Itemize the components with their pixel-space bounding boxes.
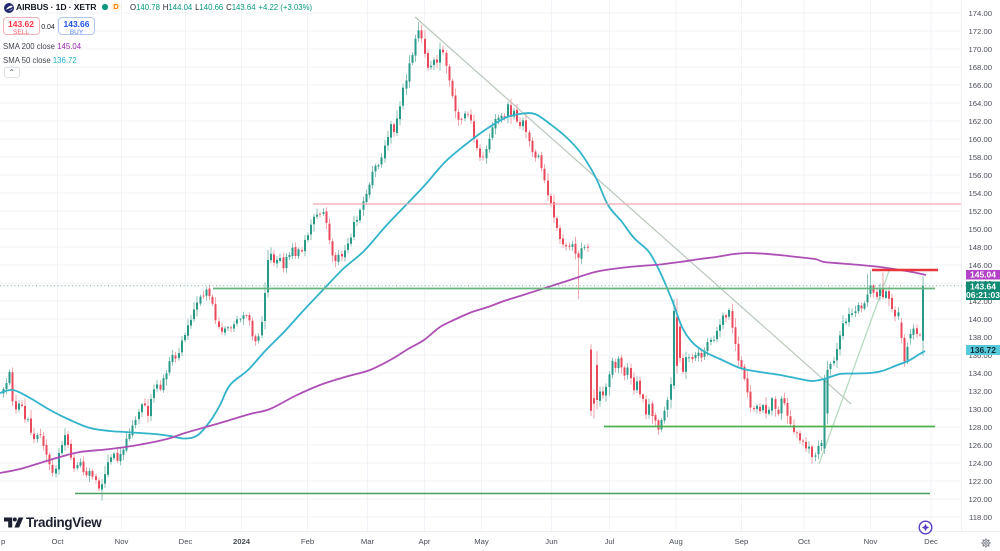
svg-text:146.00: 146.00 bbox=[968, 261, 992, 270]
svg-text:Feb: Feb bbox=[301, 537, 314, 546]
svg-text:168.00: 168.00 bbox=[968, 63, 992, 72]
svg-text:Apr: Apr bbox=[419, 537, 431, 546]
svg-text:Dec: Dec bbox=[924, 537, 938, 546]
svg-text:Aug: Aug bbox=[669, 537, 683, 546]
svg-text:174.00: 174.00 bbox=[968, 9, 992, 18]
svg-text:154.00: 154.00 bbox=[968, 189, 992, 198]
svg-text:138.00: 138.00 bbox=[968, 333, 992, 342]
svg-text:136.72: 136.72 bbox=[970, 345, 996, 355]
svg-text:145.04: 145.04 bbox=[970, 270, 996, 280]
svg-text:170.00: 170.00 bbox=[968, 45, 992, 54]
svg-text:132.00: 132.00 bbox=[968, 387, 992, 396]
svg-text:140.00: 140.00 bbox=[968, 315, 992, 324]
svg-text:2024: 2024 bbox=[233, 537, 251, 546]
svg-text:TradingView: TradingView bbox=[26, 515, 102, 530]
svg-text:164.00: 164.00 bbox=[968, 99, 992, 108]
svg-text:Oct: Oct bbox=[798, 537, 811, 546]
svg-text:Oct: Oct bbox=[52, 537, 65, 546]
svg-text:130.00: 130.00 bbox=[968, 405, 992, 414]
svg-text:Dec: Dec bbox=[179, 537, 193, 546]
svg-text:Jun: Jun bbox=[545, 537, 557, 546]
svg-text:134.00: 134.00 bbox=[968, 369, 992, 378]
svg-text:156.00: 156.00 bbox=[968, 171, 992, 180]
svg-text:Jul: Jul bbox=[605, 537, 615, 546]
svg-text:136.00: 136.00 bbox=[968, 351, 992, 360]
svg-text:May: May bbox=[474, 537, 489, 546]
svg-text:120.00: 120.00 bbox=[968, 495, 992, 504]
svg-text:172.00: 172.00 bbox=[968, 27, 992, 36]
svg-text:Nov: Nov bbox=[115, 537, 129, 546]
svg-text:Nov: Nov bbox=[864, 537, 878, 546]
svg-text:148.00: 148.00 bbox=[968, 243, 992, 252]
svg-text:158.00: 158.00 bbox=[968, 153, 992, 162]
svg-text:166.00: 166.00 bbox=[968, 81, 992, 90]
svg-text:126.00: 126.00 bbox=[968, 441, 992, 450]
svg-text:Sep: Sep bbox=[735, 537, 749, 546]
svg-text:124.00: 124.00 bbox=[968, 459, 992, 468]
svg-text:143.64: 143.64 bbox=[970, 281, 996, 291]
svg-text:150.00: 150.00 bbox=[968, 225, 992, 234]
svg-text:160.00: 160.00 bbox=[968, 135, 992, 144]
svg-text:p: p bbox=[1, 537, 5, 546]
svg-text:118.00: 118.00 bbox=[969, 513, 992, 522]
svg-text:06:21:03: 06:21:03 bbox=[966, 290, 1000, 300]
svg-text:152.00: 152.00 bbox=[968, 207, 992, 216]
svg-text:128.00: 128.00 bbox=[968, 423, 992, 432]
svg-text:Mar: Mar bbox=[361, 537, 375, 546]
svg-text:162.00: 162.00 bbox=[968, 117, 992, 126]
svg-text:122.00: 122.00 bbox=[968, 477, 992, 486]
svg-text:142.00: 142.00 bbox=[968, 297, 992, 306]
